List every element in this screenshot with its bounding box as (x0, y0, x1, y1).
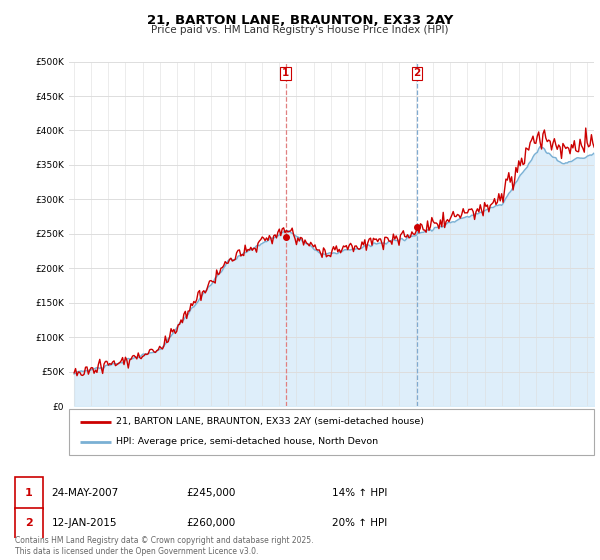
Text: £245,000: £245,000 (187, 488, 236, 498)
Bar (15, 508, 43, 539)
Text: 12-JAN-2015: 12-JAN-2015 (52, 519, 117, 529)
Text: 20% ↑ HPI: 20% ↑ HPI (332, 519, 388, 529)
Text: Price paid vs. HM Land Registry's House Price Index (HPI): Price paid vs. HM Land Registry's House … (151, 25, 449, 35)
Text: HPI: Average price, semi-detached house, North Devon: HPI: Average price, semi-detached house,… (116, 437, 379, 446)
Text: Contains HM Land Registry data © Crown copyright and database right 2025.
This d: Contains HM Land Registry data © Crown c… (15, 536, 314, 556)
Text: 2: 2 (25, 519, 33, 529)
Text: 2: 2 (413, 68, 421, 78)
Text: 14% ↑ HPI: 14% ↑ HPI (332, 488, 388, 498)
Text: 21, BARTON LANE, BRAUNTON, EX33 2AY: 21, BARTON LANE, BRAUNTON, EX33 2AY (147, 14, 453, 27)
Text: £260,000: £260,000 (187, 519, 236, 529)
Text: 21, BARTON LANE, BRAUNTON, EX33 2AY (semi-detached house): 21, BARTON LANE, BRAUNTON, EX33 2AY (sem… (116, 417, 424, 426)
Text: 1: 1 (282, 68, 289, 78)
Text: 24-MAY-2007: 24-MAY-2007 (52, 488, 119, 498)
Text: 1: 1 (25, 488, 33, 498)
Bar (15, 477, 43, 508)
